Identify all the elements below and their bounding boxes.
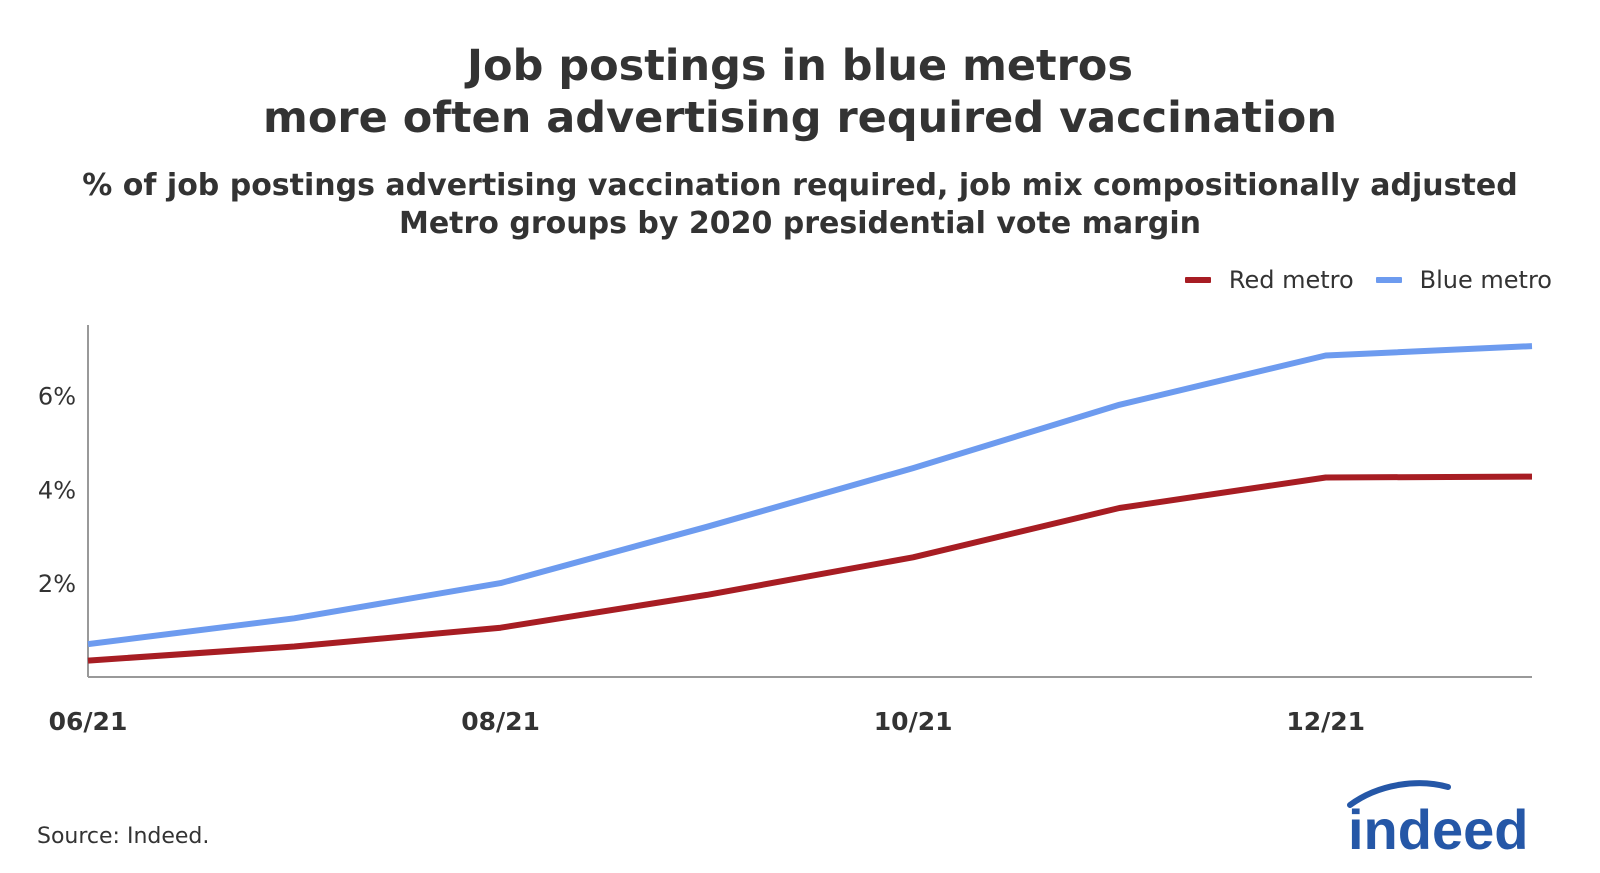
- logo-swoosh-icon: [1347, 780, 1451, 808]
- legend-swatch-red-metro: [1184, 277, 1211, 283]
- chart-subtitle: % of job postings advertising vaccinatio…: [0, 167, 1600, 243]
- y-tick-label: 6%: [38, 382, 76, 410]
- chart-subtitle-line-2: Metro groups by 2020 presidential vote m…: [398, 206, 1202, 241]
- chart-title-line-2: more often advertising required vaccinat…: [263, 93, 1337, 143]
- indeed-logo: indeed: [1347, 780, 1528, 857]
- series-line-blue-metro: [87, 343, 1533, 648]
- logo-wordmark: indeed: [1348, 798, 1528, 857]
- chart-subtitle-line-1: % of job postings advertising vaccinatio…: [82, 168, 1518, 203]
- chart-legend: Red metro Blue metro: [1184, 266, 1552, 294]
- x-tick-label: 12/21: [1286, 707, 1365, 736]
- series-line-red-metro: [87, 473, 1533, 664]
- y-tick-label: 2%: [38, 570, 76, 598]
- legend-item-blue-metro: Blue metro: [1375, 266, 1552, 294]
- legend-swatch-blue-metro: [1375, 277, 1402, 283]
- x-tick-label: 06/21: [49, 707, 128, 736]
- legend-label-blue-metro: Blue metro: [1419, 266, 1552, 294]
- legend-item-red-metro: Red metro: [1184, 266, 1354, 294]
- chart-title-line-1: Job postings in blue metros: [467, 41, 1133, 91]
- legend-label-red-metro: Red metro: [1228, 266, 1354, 294]
- chart-title: Job postings in blue metros more often a…: [0, 40, 1600, 144]
- x-tick-label: 08/21: [461, 707, 540, 736]
- y-tick-label: 4%: [38, 476, 76, 504]
- x-tick-label: 10/21: [874, 707, 953, 736]
- source-note: Source: Indeed.: [37, 824, 210, 849]
